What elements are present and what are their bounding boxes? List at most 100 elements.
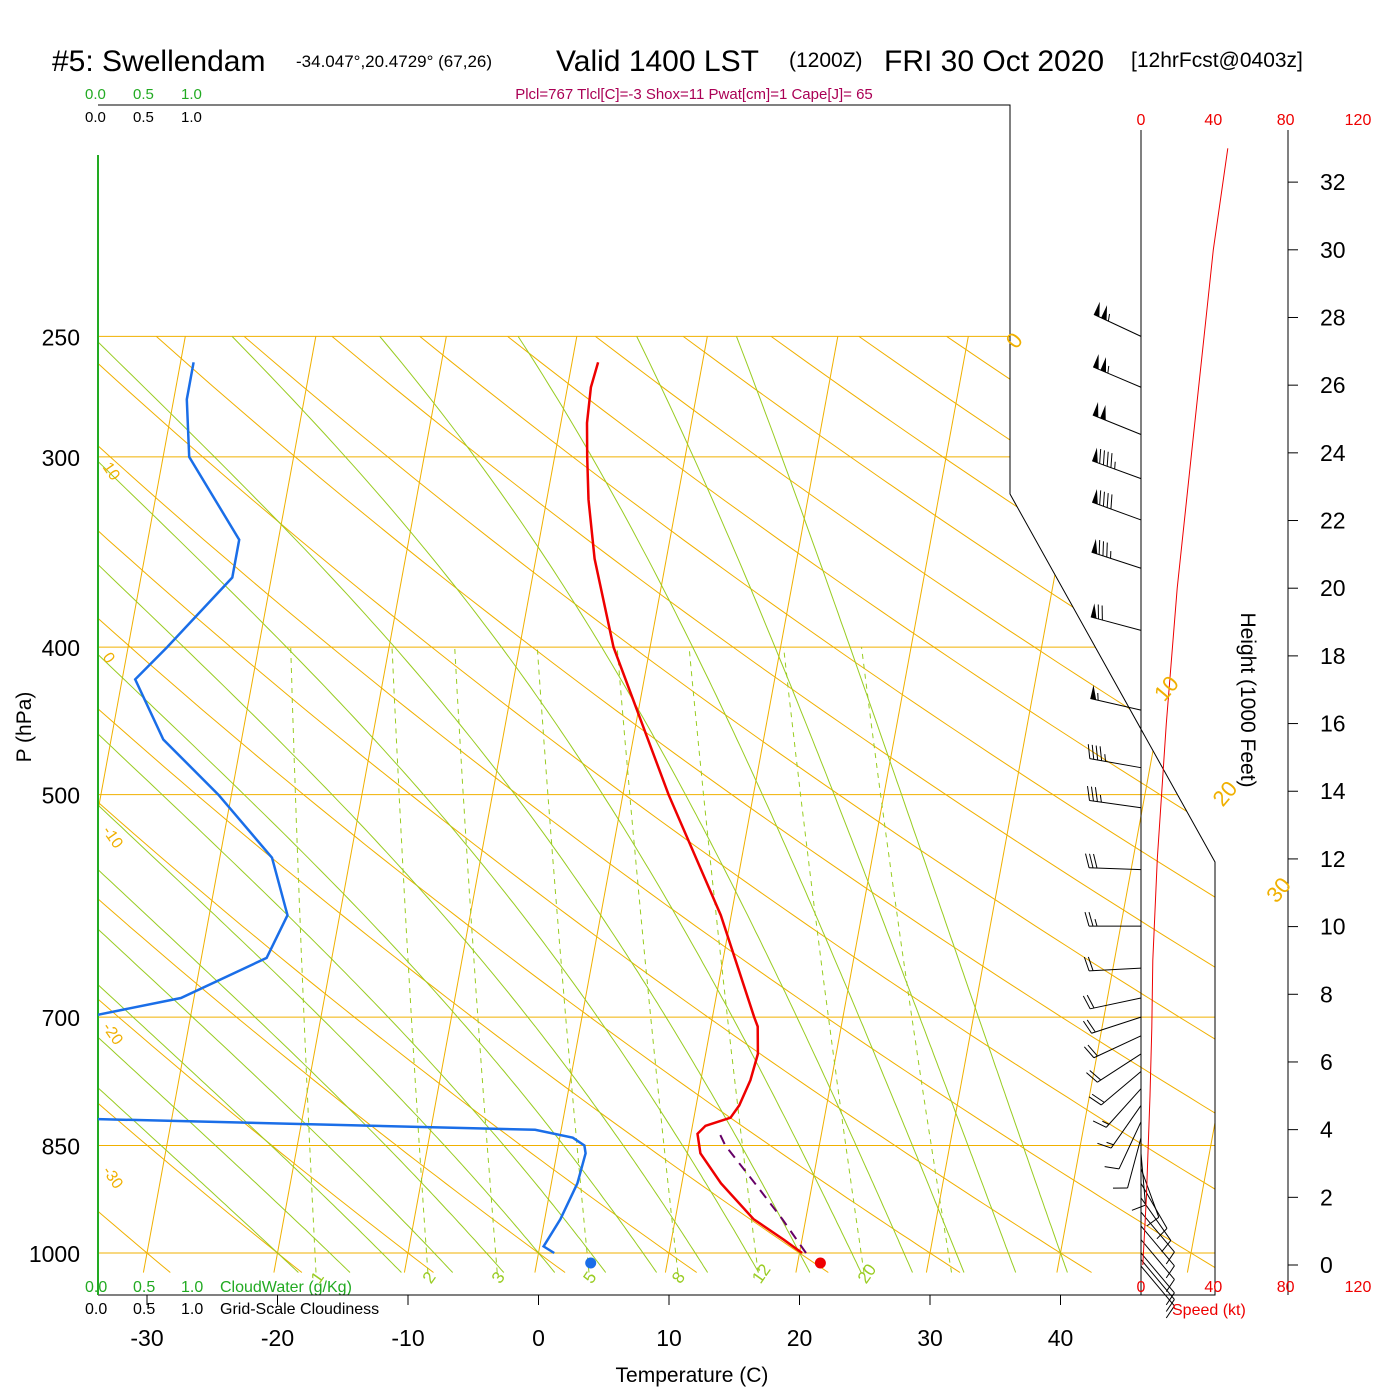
wind-barb-full (1102, 450, 1105, 465)
height-tick-label: 8 (1320, 981, 1333, 1007)
wind-barb (1091, 488, 1142, 521)
profiles (98, 361, 807, 1255)
temperature-profile (585, 361, 803, 1255)
dry-adiabat-line (98, 336, 961, 1273)
wind-barb-staff (1118, 1121, 1142, 1170)
wind-barb-staff (1140, 1225, 1175, 1267)
wind-barb-staff (1089, 758, 1142, 769)
surface-markers (585, 1257, 826, 1269)
wind-barb (1086, 786, 1142, 809)
wind-barb-full (1090, 786, 1094, 802)
wind-barb-full (1093, 853, 1098, 869)
wind-barb-flag (1092, 447, 1098, 463)
wind-barb-flag (1090, 684, 1097, 700)
height-tick-label: 6 (1320, 1049, 1333, 1075)
valid-time: Valid 1400 LST (556, 45, 759, 78)
moist-adiabat-line (736, 336, 1068, 1273)
wind-barb-staff (1090, 697, 1142, 711)
height-tick-label: 20 (1320, 575, 1346, 601)
wind-barb-full (1097, 1142, 1112, 1149)
x-axis-label: Temperature (C) (616, 1364, 769, 1387)
wind-barb-full (1110, 453, 1113, 468)
wind-barb (1140, 1168, 1160, 1227)
wind-barb-full (1089, 853, 1094, 869)
height-tick-label: 18 (1320, 643, 1346, 669)
height-tick-label: 28 (1320, 304, 1346, 330)
wind-speed-profile (1142, 148, 1229, 1266)
cloud-water-scale-2: 1.0 (181, 86, 202, 103)
cloud-water-scale-1-bottom: 0.5 (133, 1279, 155, 1296)
dry-adiabat-line (770, 335, 1215, 1273)
station-title: #5: Swellendam (52, 45, 265, 78)
x-tick-label: 10 (656, 1325, 682, 1351)
wind-barb-flag (1091, 538, 1098, 555)
wind-barb-flag (1101, 305, 1108, 321)
moist-adiabat-line (98, 336, 760, 1273)
wind-barb-staff (1140, 1252, 1175, 1294)
cloudiness-scale-1-bottom: 0.5 (133, 1301, 155, 1318)
wind-barb (1086, 1053, 1142, 1083)
mixing-ratio-line (783, 647, 865, 1273)
cloudiness-label: Grid-Scale Cloudiness (220, 1301, 379, 1318)
height-tick-label: 24 (1320, 440, 1346, 466)
wind-barb-staff (1140, 1239, 1175, 1280)
wind-barb-staff (1091, 501, 1142, 521)
wind-barb (1082, 1016, 1142, 1034)
stability-indices: Plcl=767 Tlcl[C]=-3 Shox=11 Pwat[cm]=1 C… (515, 86, 873, 103)
surface-temperature-marker (814, 1257, 826, 1269)
wind-barb-full (1156, 1228, 1168, 1240)
moist-adiabat-line (98, 336, 402, 1273)
wind-barb-full (1106, 451, 1109, 467)
wind-barb-staff (1097, 1053, 1142, 1083)
mixing-ratio-line (391, 647, 429, 1273)
wind-barb-staff (1093, 313, 1142, 337)
wind-barb-staff (1091, 1016, 1142, 1034)
wind-barb-full (1104, 1166, 1120, 1170)
pressure-tick-label: 850 (42, 1134, 80, 1160)
wind-barb-full (1165, 1279, 1175, 1292)
speed-profile-line (1142, 148, 1229, 1266)
wind-barb-full (1099, 746, 1103, 761)
wind-barb-full (1165, 1251, 1175, 1265)
wind-barb-full (1099, 490, 1102, 505)
dry-adiabat-line (1122, 335, 1215, 1273)
wind-barb-full (1161, 1240, 1172, 1253)
pressure-tick-label: 500 (42, 783, 80, 809)
wind-barb-full (1087, 744, 1091, 759)
dry-adiabat-line (419, 336, 1215, 1273)
wind-barb (1092, 354, 1142, 388)
x-tick-label: 40 (1048, 1325, 1074, 1351)
speed-tick-label-bottom: 80 (1277, 1279, 1295, 1296)
mixing-ratio-label: 5 (579, 1268, 600, 1287)
wind-barb-staff (1089, 867, 1142, 871)
dry-adiabat-line (98, 336, 303, 1273)
height-tick-label: 30 (1320, 237, 1346, 263)
x-tick-label: -20 (261, 1325, 294, 1351)
moist-adiabat-line (231, 336, 862, 1273)
isotherm-line (664, 336, 839, 1273)
wind-barb-full (1165, 1292, 1175, 1306)
height-tick-label: 4 (1320, 1117, 1333, 1143)
moist-adiabat-line (98, 336, 351, 1273)
moist-adiabat-line (98, 336, 607, 1273)
mixing-ratio-line (290, 647, 317, 1273)
valid-date: FRI 30 Oct 2020 (884, 45, 1104, 78)
dry-adiabat-line (0, 336, 39, 1272)
cloudiness-scale-2-bottom: 1.0 (181, 1301, 203, 1318)
wind-barb-full (1091, 1093, 1105, 1103)
wind-barb-staff (1091, 460, 1142, 480)
mixing-ratio-label: 2 (419, 1268, 440, 1287)
x-tick-label: -10 (391, 1325, 424, 1351)
wind-barb-full (1087, 1044, 1098, 1057)
moist-adiabat-line (98, 336, 454, 1273)
wind-barb-staff (1140, 1211, 1175, 1253)
wind-barb (1112, 1137, 1142, 1189)
moist-adiabat-line (98, 336, 556, 1273)
wind-barb-full (1102, 491, 1105, 507)
wind-barb-full (1085, 853, 1090, 868)
height-tick-label: 2 (1320, 1184, 1333, 1210)
wind-barb-flag (1093, 301, 1100, 317)
mixing-ratio-line (861, 647, 952, 1273)
surface-dewpoint-marker (585, 1257, 597, 1269)
